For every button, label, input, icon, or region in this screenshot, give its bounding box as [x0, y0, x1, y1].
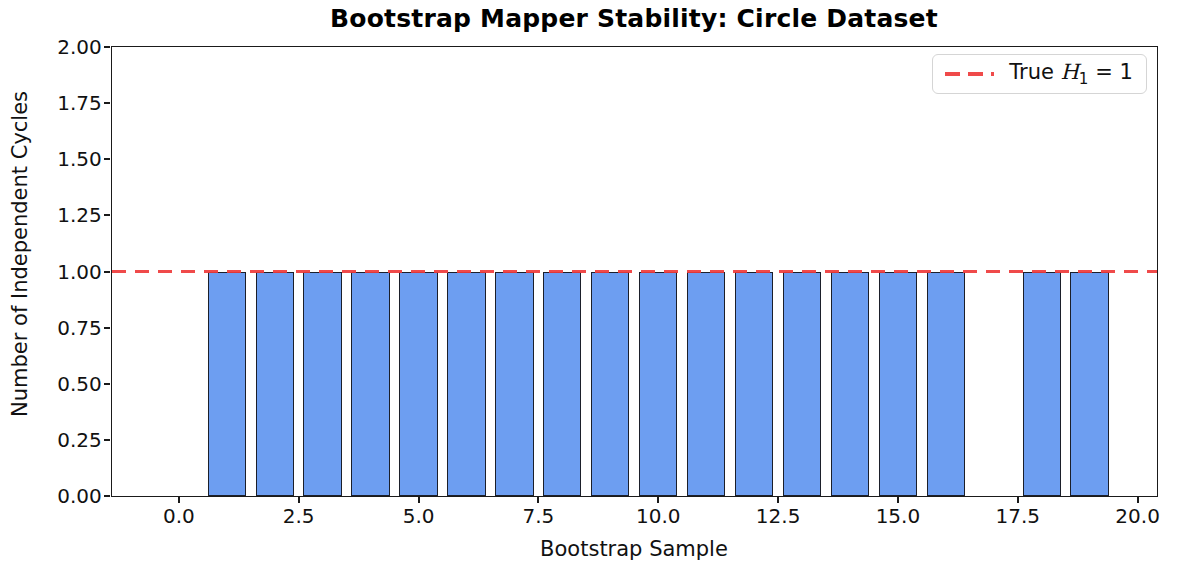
x-tick-label: 12.5 — [733, 504, 823, 528]
x-axis-label: Bootstrap Sample — [111, 537, 1157, 561]
y-tick-mark — [104, 46, 110, 48]
y-tick-mark — [104, 383, 110, 385]
x-tick-label: 7.5 — [493, 504, 583, 528]
bar — [591, 272, 629, 496]
x-tick-mark — [418, 497, 420, 503]
x-tick-mark — [537, 497, 539, 503]
y-tick-mark — [104, 327, 110, 329]
bar — [687, 272, 725, 496]
x-tick-label: 10.0 — [613, 504, 703, 528]
bar — [351, 272, 389, 496]
bar — [256, 272, 294, 496]
x-tick-label: 2.5 — [254, 504, 344, 528]
x-tick-mark — [777, 497, 779, 503]
y-tick-mark — [104, 439, 110, 441]
y-axis-label: Number of Independent Cycles — [8, 127, 32, 417]
bar — [783, 272, 821, 496]
y-tick-label: 0.00 — [2, 484, 102, 508]
reference-line — [112, 270, 1157, 274]
bar — [208, 272, 246, 496]
y-tick-mark — [104, 214, 110, 216]
x-tick-label: 17.5 — [973, 504, 1063, 528]
bar — [399, 272, 437, 496]
bar — [447, 272, 485, 496]
x-tick-label: 0.0 — [134, 504, 224, 528]
x-tick-mark — [298, 497, 300, 503]
x-tick-label: 5.0 — [374, 504, 464, 528]
bar — [735, 272, 773, 496]
legend-label-prefix: True — [1009, 60, 1060, 84]
plot-area: 0.000.250.500.751.001.251.501.752.000.02… — [111, 46, 1158, 497]
bar — [831, 272, 869, 496]
x-tick-mark — [178, 497, 180, 503]
y-tick-mark — [104, 102, 110, 104]
x-tick-label: 20.0 — [1093, 504, 1178, 528]
legend-label-suffix: = 1 — [1088, 60, 1132, 84]
chart-title: Bootstrap Mapper Stability: Circle Datas… — [111, 4, 1157, 33]
bar — [927, 272, 965, 496]
y-tick-label: 2.00 — [2, 35, 102, 59]
x-tick-mark — [1137, 497, 1139, 503]
legend-label: True H1 = 1 — [1009, 60, 1133, 88]
legend: True H1 = 1 — [932, 54, 1147, 94]
legend-dashed-line-sample — [945, 72, 994, 76]
bar — [543, 272, 581, 496]
bar — [303, 272, 341, 496]
x-tick-label: 15.0 — [853, 504, 943, 528]
y-tick-mark — [104, 158, 110, 160]
legend-label-variable: H — [1061, 60, 1079, 84]
bar — [1023, 272, 1061, 496]
y-tick-mark — [104, 495, 110, 497]
x-tick-mark — [897, 497, 899, 503]
y-tick-label: 0.25 — [2, 428, 102, 452]
bar — [1070, 272, 1108, 496]
bar — [639, 272, 677, 496]
x-tick-mark — [657, 497, 659, 503]
x-tick-mark — [1017, 497, 1019, 503]
bar — [495, 272, 533, 496]
bar — [879, 272, 917, 496]
y-tick-mark — [104, 271, 110, 273]
figure-canvas: Bootstrap Mapper Stability: Circle Datas… — [0, 0, 1178, 581]
